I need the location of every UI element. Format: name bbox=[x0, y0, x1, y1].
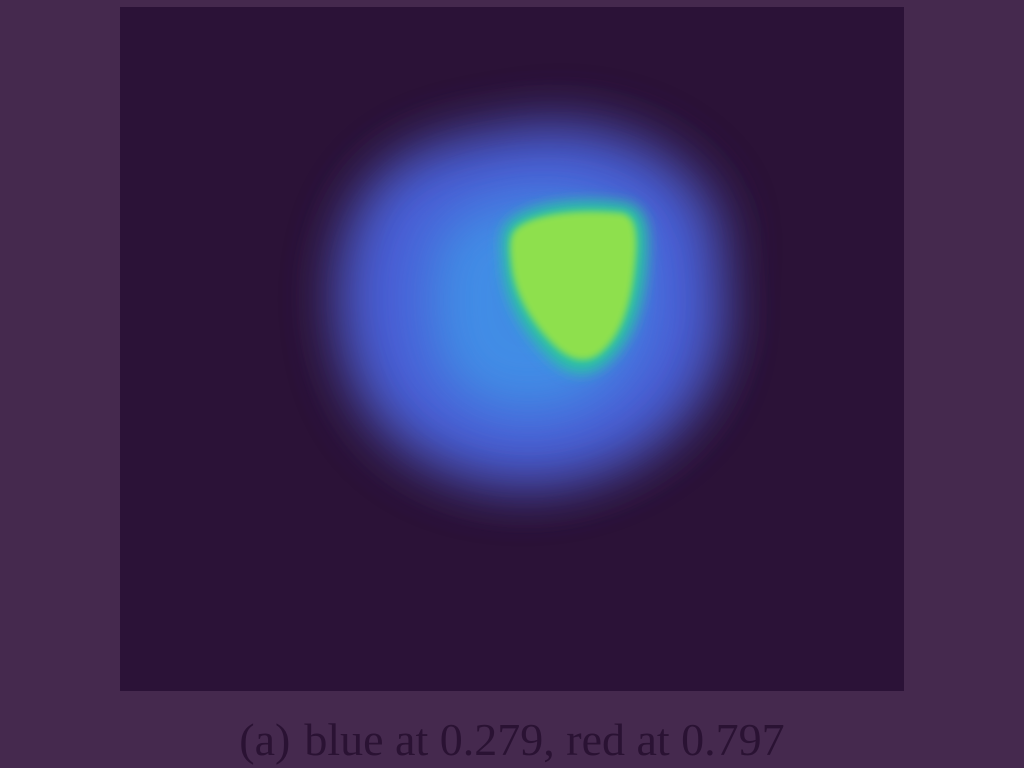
heatmap-panel bbox=[120, 7, 904, 691]
heatmap-image bbox=[325, 110, 735, 499]
hotspot bbox=[510, 211, 637, 360]
caption-text: blue at 0.279, red at 0.797 bbox=[304, 714, 785, 765]
figure-caption: (a) blue at 0.279, red at 0.797 bbox=[0, 712, 1024, 768]
caption-label: (a) bbox=[239, 714, 291, 765]
